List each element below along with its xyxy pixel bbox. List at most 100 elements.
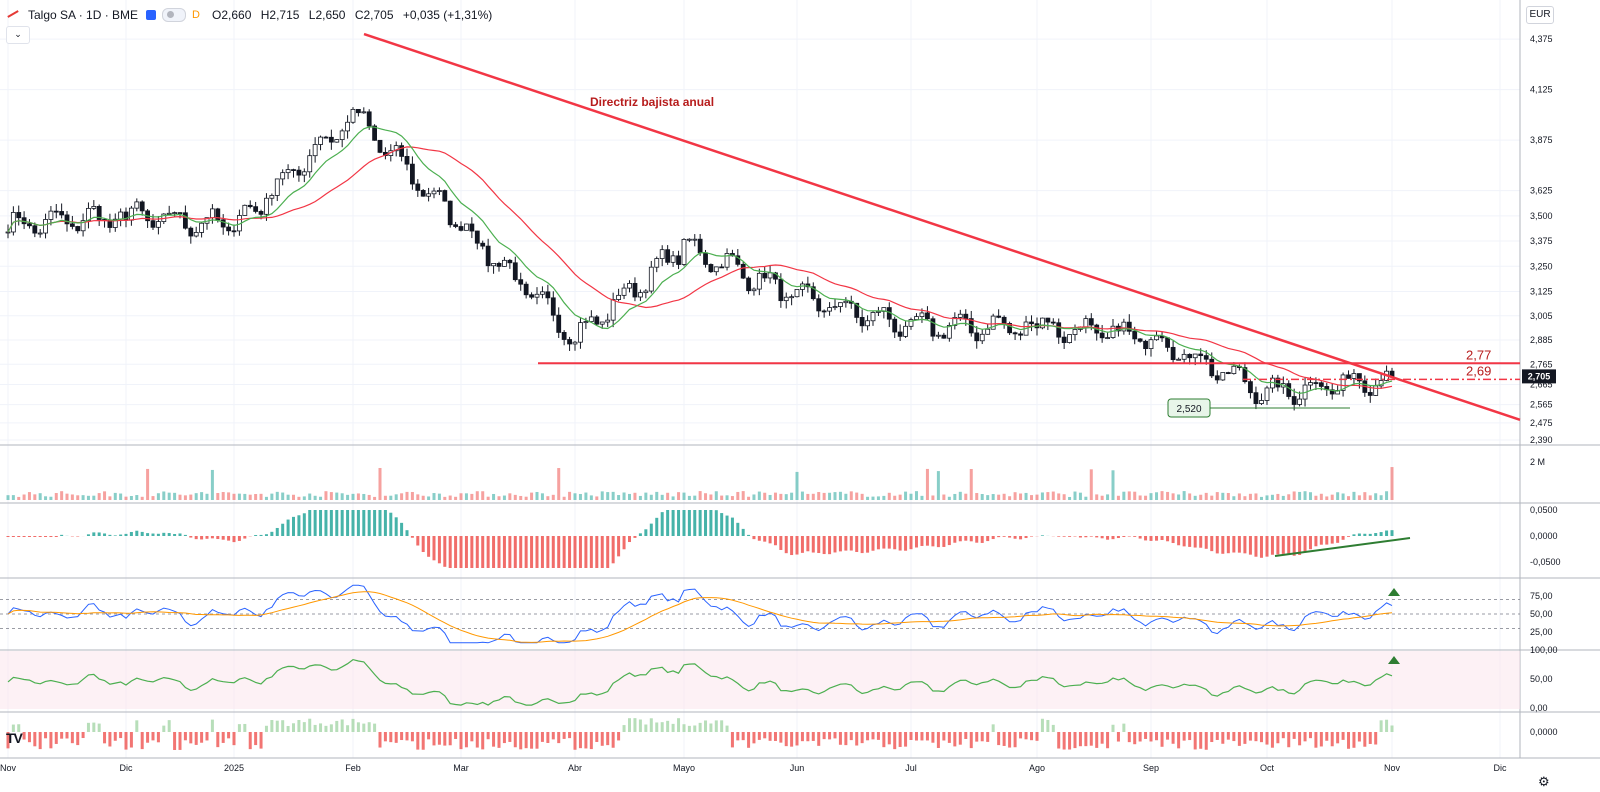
volume-bar [1357,495,1361,500]
candle-body [659,249,665,259]
volume-bar [693,495,697,500]
volume-bar [1385,491,1389,500]
candle-body [1067,334,1072,343]
volume-bar [492,493,496,500]
candle-body [1356,373,1362,382]
candle-body [1259,400,1264,404]
candle-body [794,289,800,298]
bottom-hist-bar [747,732,751,748]
price-pane[interactable] [5,107,1395,411]
macd-bar [524,536,528,568]
bottom-hist-bar [1138,732,1142,742]
bottom-hist-bar [400,732,404,741]
candle-body [264,197,269,215]
macd-bar [958,536,962,542]
bottom-hist-bar [183,732,187,741]
time-axis[interactable]: Nov Dic 2025 Feb Mar Abr Mayo Jun Jul Ago Sep Oct No… [0,763,1507,773]
bottom-hist-bar [248,732,252,750]
volume-bar [709,494,713,500]
macd-bar [1057,536,1061,537]
pane-tick-label: 0,0000 [1530,727,1558,737]
bottom-hist-bar [38,732,42,750]
price-axis[interactable]: 4,375 4,125 3,875 3,625 3,500 3,375 3,250 3,125… [1522,34,1561,737]
macd-bar [1116,536,1120,539]
volume-bar [86,495,90,500]
change-value: +0,035 (+1,31%) [402,8,493,22]
bottom-hist-bar [119,732,123,739]
macd-bar [752,536,756,540]
volume-bar [1068,496,1072,500]
macd-bar [1270,536,1274,555]
candle-body [80,220,86,232]
time-tick-label: Ago [1029,763,1045,773]
bottom-hist-bar [773,732,777,741]
visibility-toggle-icon[interactable] [162,8,187,22]
candle-body [1286,383,1292,397]
candle-body [59,211,65,216]
bottom-hist-bar [1385,719,1389,732]
candle-body [638,292,643,298]
macd-bar [362,510,366,536]
time-tick-label: Dic [120,763,133,773]
volume-bar [1237,493,1241,500]
macd-bar [1308,536,1312,550]
candle-body [1335,390,1341,395]
bottom-hist-bar [1116,732,1120,742]
bottom-hist-bar [27,732,31,743]
candle-body [703,252,708,265]
volume-bar [535,491,539,500]
time-tick-label: 2025 [224,763,244,773]
symbol-title[interactable]: Talgo SA · 1D · BME [28,8,139,22]
candle-body [1198,353,1204,356]
price-tick-label: 3,125 [1530,287,1553,297]
candle-body [534,293,540,298]
support-label: 2,77 [1466,347,1491,362]
volume-bar [1095,494,1099,500]
bottom-hist-bar [920,732,924,741]
volume-bar [947,496,951,500]
bottom-hist-bar [925,732,929,741]
price-tick-label: 4,125 [1530,85,1553,95]
open-value: 2,660 [221,8,252,22]
bottom-hist-bar [17,724,21,732]
collapse-legend-button[interactable]: ⌄ [6,26,30,44]
volume-bar [1336,492,1340,500]
candle-body [399,145,405,157]
bottom-hist-bar [92,722,96,732]
bottom-hist-bar [81,732,85,739]
bottom-hist-bar [1215,732,1219,740]
bottom-hist-bar [611,732,615,748]
macd-bar [135,530,139,536]
macd-bar [698,510,702,536]
bottom-hist-bar [437,732,441,745]
settings-gear-icon[interactable]: ⚙ [1538,774,1550,789]
candle-body [810,286,816,300]
candle-body [621,287,627,296]
candle-body [567,339,572,345]
macd-bar [33,536,37,537]
macd-bar [1303,536,1307,553]
bottom-hist-bar [1073,732,1077,749]
price-tick-label: 3,875 [1530,135,1553,145]
volume-bar [519,495,523,500]
tradingview-logo[interactable]: TV [6,730,23,746]
flag-icon[interactable] [146,10,157,20]
macd-bar [882,536,886,549]
candle-body [1373,385,1379,396]
close-value: 2,705 [363,8,394,22]
volume-bar [49,496,53,500]
volume-bar [1292,491,1296,500]
currency-button[interactable]: EUR [1526,6,1554,24]
volume-bar [540,493,544,500]
volume-bar [600,491,604,500]
macd-bar [227,536,231,541]
bottom-hist-bar [660,722,664,732]
pane-tick-label: 50,00 [1530,609,1553,619]
bottom-hist-bar [1035,732,1039,741]
candle-body [1231,365,1237,375]
candle-body [827,307,832,312]
macd-bar [817,536,821,554]
bottom-hist-bar [1149,732,1153,742]
macd-bar [622,536,626,550]
